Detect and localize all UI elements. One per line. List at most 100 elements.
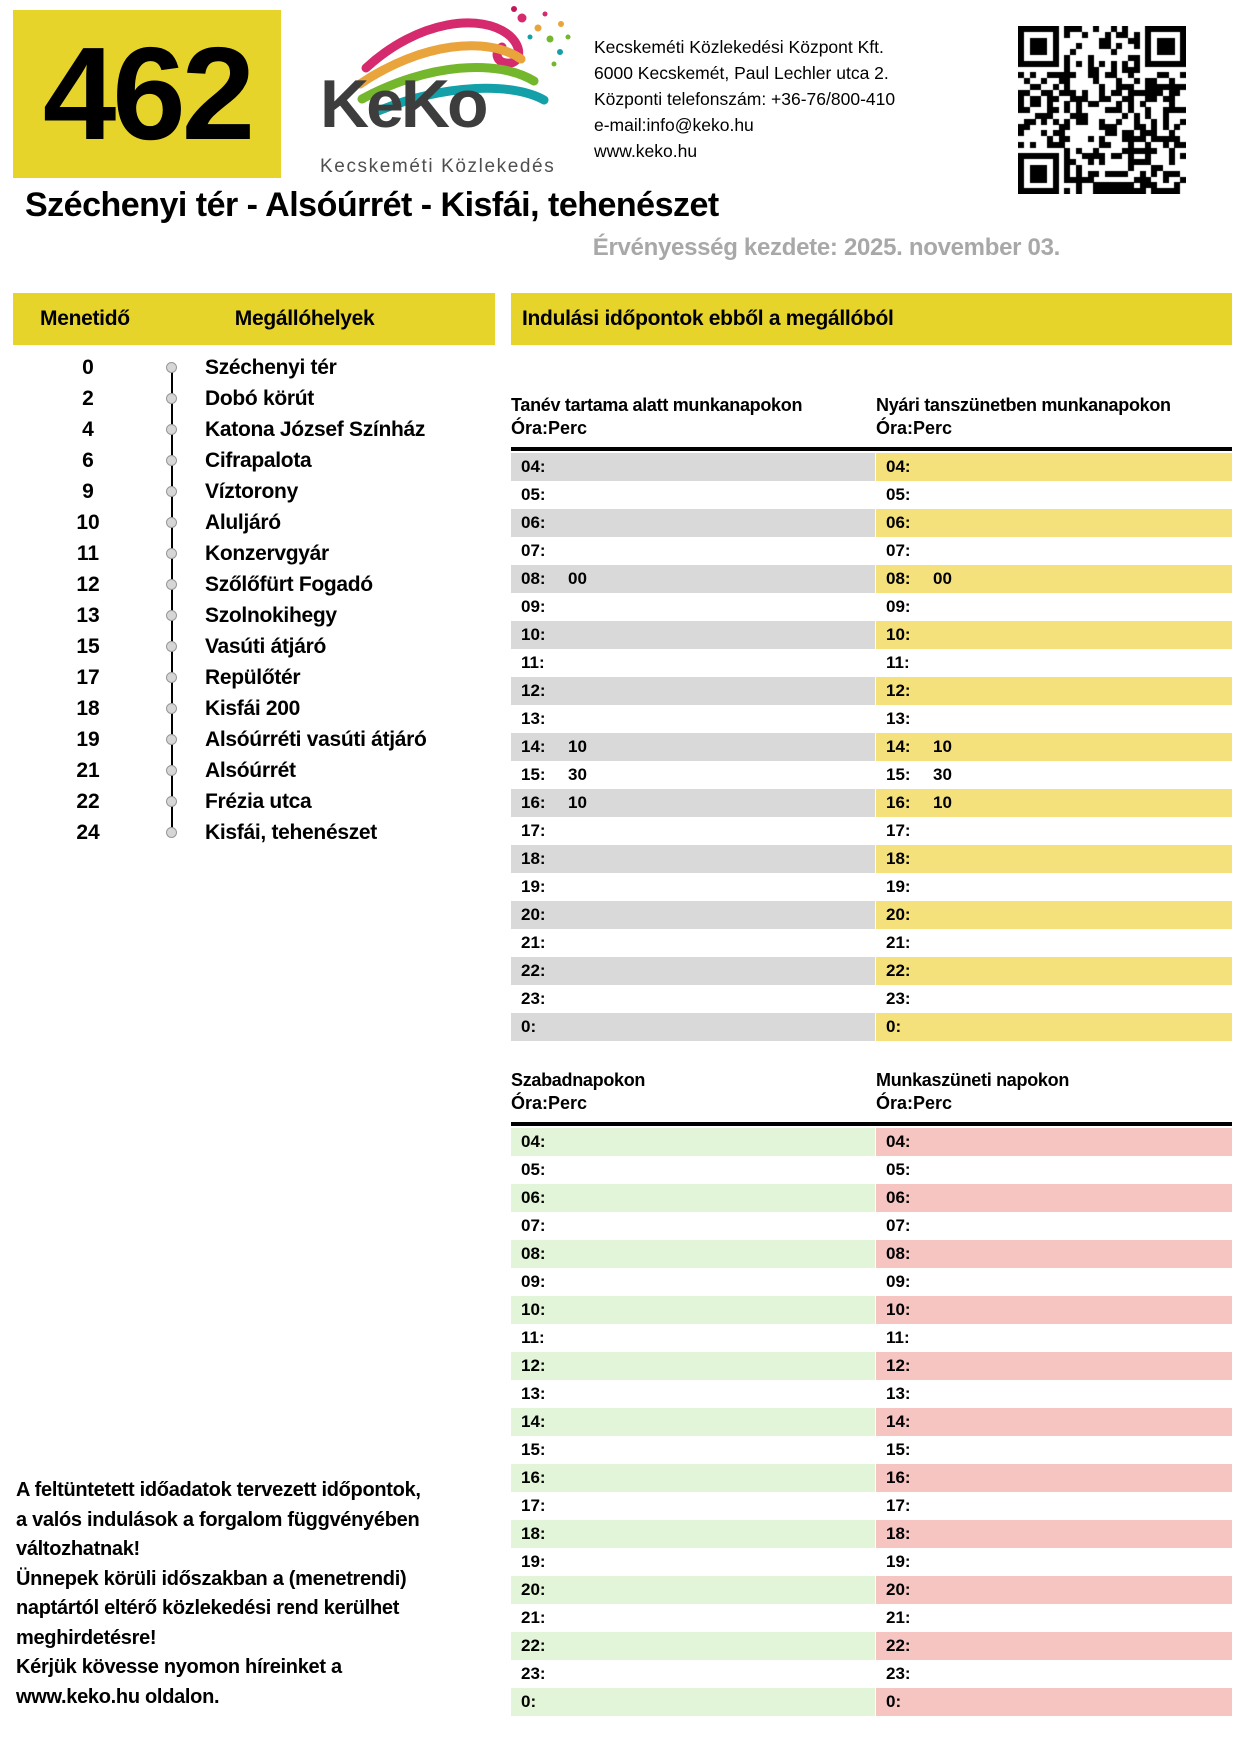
stop-marker-icon (166, 579, 177, 590)
stops-list: 0 Széchenyi tér 2 Dobó körút 4 Katona József … (13, 352, 495, 848)
timetable-row: 09: (876, 593, 1232, 621)
timetable-row: 23: (876, 985, 1232, 1013)
stop-name: Cifrapalota (205, 449, 312, 472)
timetable-row: 12: (876, 1352, 1232, 1380)
timetable-row: 21: (876, 929, 1232, 957)
hour-label: 15: (886, 765, 911, 784)
stop-travel-time: 12 (76, 573, 100, 596)
timetable-row: 06: (511, 1184, 875, 1212)
timetable-row: 19: (876, 873, 1232, 901)
timetable-row: 21: (511, 1604, 875, 1632)
keko-logo: KeKo Kecskeméti Közlekedés (318, 6, 576, 190)
hour-label: 07: (521, 1216, 546, 1235)
timetable-row: 11: (511, 1324, 875, 1352)
timetable-row: 17: (511, 1492, 875, 1520)
departures-header-bar: Indulási időpontok ebből a megállóból (511, 293, 1232, 345)
timetable-row: 16: 10 (511, 789, 875, 817)
timetable-schooldays: Tanév tartama alatt munkanapokon Óra:Per… (511, 394, 875, 1041)
stop-row: 22 Frézia utca (13, 786, 495, 817)
stop-travel-time: 0 (82, 356, 94, 379)
timetable-row: 22: (511, 957, 875, 985)
stop-travel-time: 21 (76, 759, 100, 782)
timetable-row: 15: (511, 1436, 875, 1464)
hour-label: 07: (521, 541, 546, 560)
hour-label: 08: (521, 1244, 546, 1263)
stop-marker-icon (166, 641, 177, 652)
timetable-row: 06: (876, 509, 1232, 537)
route-line (171, 367, 173, 833)
timetable-row: 12: (511, 677, 875, 705)
hour-label: 13: (886, 1384, 911, 1403)
hour-label: 04: (521, 457, 546, 476)
hour-label: 22: (886, 1636, 911, 1655)
timetable-row: 17: (876, 1492, 1232, 1520)
hour-label: 06: (521, 513, 546, 532)
stop-name: Kisfái, tehenészet (205, 821, 377, 844)
hour-label: 12: (521, 1356, 546, 1375)
stop-marker-icon (166, 455, 177, 466)
section-title: Munkaszüneti napokon (876, 1070, 1070, 1090)
timetable-row: 06: (511, 509, 875, 537)
timetable-row: 06: (876, 1184, 1232, 1212)
timetable-row: 09: (511, 1268, 875, 1296)
hour-label: 06: (521, 1188, 546, 1207)
timetable-row: 13: (876, 705, 1232, 733)
hour-label: 18: (886, 1524, 911, 1543)
timetable-row: 08: 00 (511, 565, 875, 593)
hour-label: 21: (521, 933, 546, 952)
stop-marker-icon (166, 827, 177, 838)
stops-header-bar: Menetidő Megállóhelyek (13, 293, 495, 345)
stop-row: 21 Alsóúrrét (13, 755, 495, 786)
hour-label: 04: (886, 457, 911, 476)
hour-label: 23: (886, 989, 911, 1008)
timetable-row: 0: (876, 1688, 1232, 1716)
timetable-row: 17: (876, 817, 1232, 845)
hour-label: 11: (521, 653, 545, 672)
company-address: 6000 Kecskemét, Paul Lechler utca 2. (594, 63, 889, 83)
company-name: Kecskeméti Közlekedési Központ Kft. (594, 37, 884, 57)
timetable-row: 19: (511, 873, 875, 901)
stop-row: 6 Cifrapalota (13, 445, 495, 476)
minute-value: 30 (568, 765, 587, 784)
stop-name: Kisfái 200 (205, 697, 301, 720)
timetable-row: 13: (511, 1380, 875, 1408)
stop-row: 13 Szolnokihegy (13, 600, 495, 631)
stop-marker-icon (166, 796, 177, 807)
hour-label: 14: (521, 1412, 546, 1431)
hour-label: 10: (521, 625, 546, 644)
timetable-row: 23: (511, 1660, 875, 1688)
timetable-row: 0: (511, 1013, 875, 1041)
stop-marker-icon (166, 517, 177, 528)
timetable-row: 11: (876, 649, 1232, 677)
route-number: 462 (42, 20, 255, 167)
timetable-row: 18: (511, 845, 875, 873)
stop-row: 17 Repülőtér (13, 662, 495, 693)
timetable-row: 13: (876, 1380, 1232, 1408)
hour-label: 09: (521, 597, 546, 616)
hour-label: 17: (521, 1496, 546, 1515)
timetable-row: 22: (511, 1632, 875, 1660)
hour-label: 22: (521, 961, 546, 980)
stop-row: 19 Alsóúrréti vasúti átjáró (13, 724, 495, 755)
timetable-row: 18: (511, 1520, 875, 1548)
stop-row: 15 Vasúti átjáró (13, 631, 495, 662)
timetable-row: 05: (511, 481, 875, 509)
hour-label: 04: (886, 1132, 911, 1151)
timetable-row: 15: (876, 1436, 1232, 1464)
stop-row: 12 Szőlőfürt Fogadó (13, 569, 495, 600)
company-email: e-mail:info@keko.hu (594, 115, 754, 135)
stop-name: Alsóúrréti vasúti átjáró (205, 728, 427, 751)
hour-label: 13: (521, 1384, 546, 1403)
hour-label: 13: (886, 709, 911, 728)
hour-label: 20: (886, 905, 911, 924)
stop-travel-time: 10 (76, 511, 100, 534)
stop-travel-time: 11 (76, 542, 100, 565)
section-title: Nyári tanszünetben munkanapokon (876, 395, 1171, 415)
logo-wordmark: KeKo (320, 66, 489, 142)
stop-name: Alsóúrrét (205, 759, 296, 782)
timetable-row: 16: (511, 1464, 875, 1492)
timetable-row: 04: (511, 1128, 875, 1156)
timetable-row: 10: (511, 621, 875, 649)
stop-name: Széchenyi tér (205, 356, 337, 379)
